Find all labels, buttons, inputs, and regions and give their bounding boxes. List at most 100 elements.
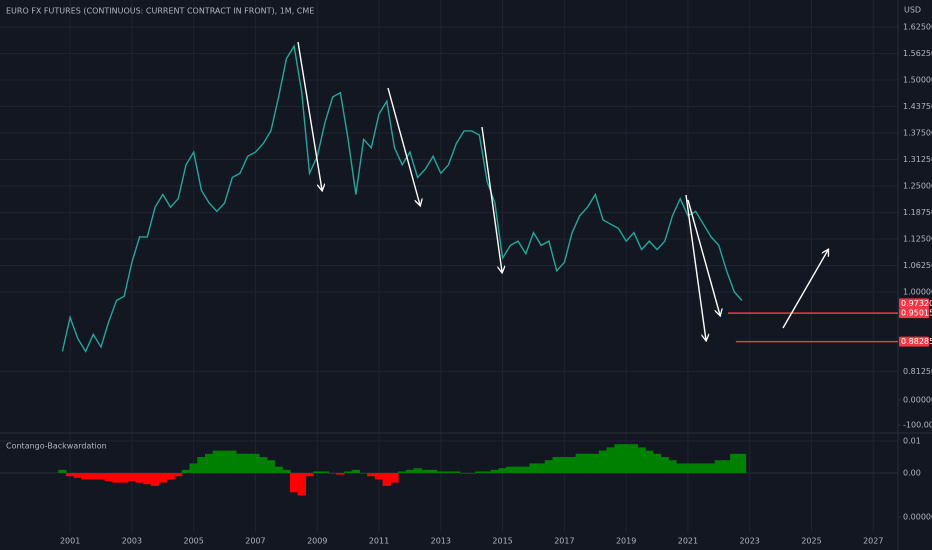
bar (398, 471, 407, 474)
bar (174, 473, 183, 477)
bar (220, 450, 229, 474)
bar (645, 450, 654, 474)
bar (629, 444, 639, 474)
bar (421, 469, 430, 474)
bar (320, 471, 330, 474)
x-tick-label: 2021 (678, 537, 698, 546)
bar (490, 469, 500, 474)
bar (668, 460, 677, 474)
bar (313, 471, 322, 474)
arrow (387, 87, 420, 205)
arrow (687, 199, 720, 315)
x-tick-label: 2009 (307, 537, 327, 546)
bar (730, 453, 739, 474)
x-tick-label: 2011 (369, 537, 389, 546)
chart-title: EURO FX FUTURES (CONTINUOUS: CURRENT CON… (6, 7, 314, 16)
plot (0, 44, 898, 496)
bar (328, 473, 337, 474)
bar (521, 466, 530, 474)
bar (706, 463, 716, 474)
y-tick-label: 1.12500 (903, 234, 932, 243)
bar (529, 463, 538, 474)
bar (567, 457, 577, 474)
bar (336, 473, 345, 475)
bar (181, 469, 191, 474)
price-label-bg (899, 298, 929, 309)
x-tick-label: 2023 (740, 537, 760, 546)
bar (158, 473, 167, 483)
y-tick-label: 1.25000 (903, 181, 932, 190)
x-tick-label: 2013 (431, 537, 451, 546)
bar (104, 473, 113, 482)
bar (737, 453, 747, 474)
y-tick-label: 0.00 (903, 469, 921, 478)
y-tick-label: 1.43750 (903, 102, 932, 111)
bar (89, 473, 98, 480)
bar (722, 460, 731, 474)
bar (266, 460, 276, 474)
y-tick-label: 1.56250 (903, 49, 932, 58)
bar (289, 473, 299, 493)
bar (614, 444, 623, 474)
price-label-bg (899, 336, 929, 347)
bar (691, 463, 700, 474)
bar (591, 453, 600, 474)
bar (150, 473, 160, 486)
arrow (297, 41, 322, 190)
bar (598, 450, 608, 474)
x-tick-label: 2015 (492, 537, 512, 546)
currency: USD (904, 6, 921, 15)
arrow (782, 250, 828, 329)
bar (467, 473, 476, 474)
bar (359, 473, 368, 474)
bar (81, 473, 90, 480)
x-tick-label: 2005 (184, 537, 204, 546)
bar (374, 473, 384, 480)
y-tick-label: 1.06250 (903, 261, 932, 270)
bar (676, 463, 685, 474)
price-label: 0.97320 (901, 299, 932, 308)
bar (482, 471, 492, 474)
bar (583, 453, 592, 474)
price-line (61, 44, 743, 353)
bar (660, 457, 669, 474)
bar (428, 469, 438, 474)
bar (413, 468, 422, 474)
bar (544, 460, 554, 474)
x-tick-label: 2003 (122, 537, 142, 546)
bar (297, 473, 306, 496)
bar (475, 471, 484, 474)
bar (537, 463, 546, 474)
bar (204, 453, 214, 474)
bar (513, 466, 523, 474)
bar (714, 460, 723, 474)
bar (127, 473, 137, 482)
price-label: 0.88285 (901, 337, 932, 346)
bar (228, 450, 237, 474)
bar (65, 473, 75, 477)
bar (189, 463, 198, 474)
bar (243, 453, 252, 474)
bar (251, 453, 260, 474)
bar (197, 457, 206, 474)
bar (498, 468, 507, 474)
x-tick-label: 2019 (616, 537, 636, 546)
bar (73, 473, 83, 478)
bar (637, 447, 646, 474)
x-tick-label: 2025 (801, 537, 821, 546)
bar (575, 453, 584, 474)
bar (552, 457, 561, 474)
bar (452, 471, 461, 474)
bar (166, 473, 175, 480)
x-tick-label: 2027 (863, 537, 883, 546)
bar (436, 471, 445, 474)
bar (112, 473, 121, 483)
arrow (685, 194, 706, 340)
